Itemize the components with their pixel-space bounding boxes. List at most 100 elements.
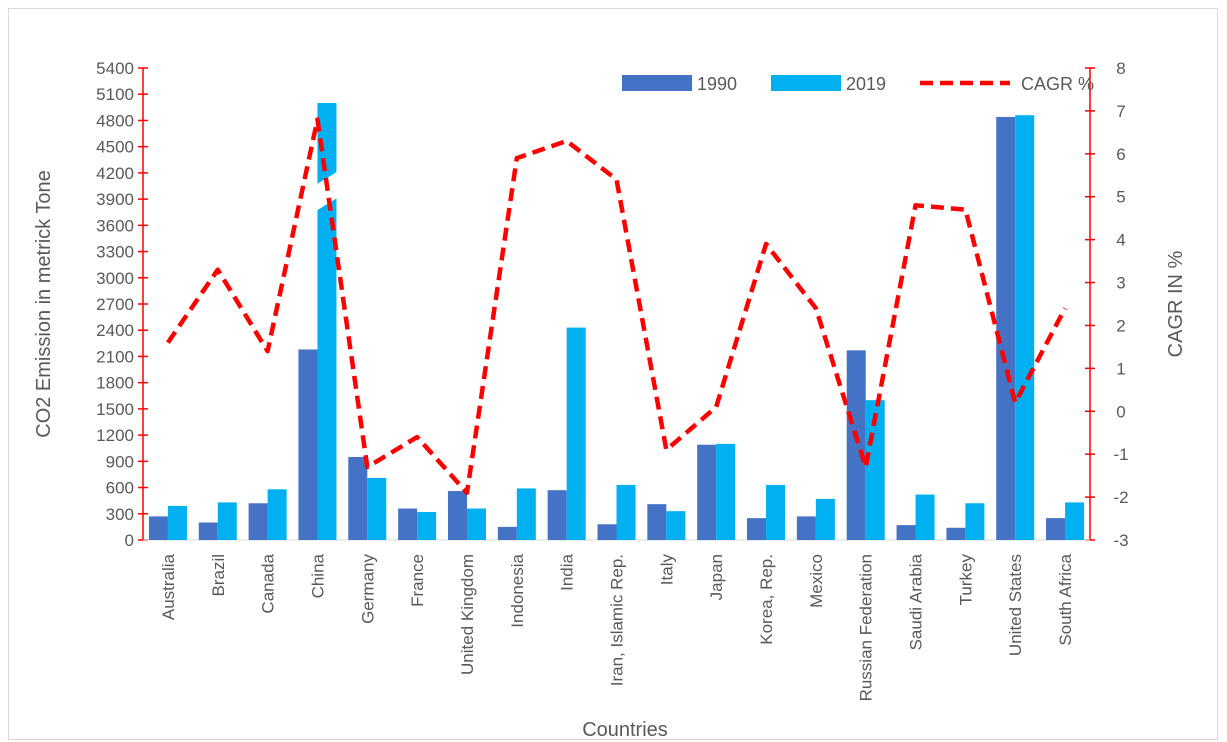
y2-tick-label: 7 xyxy=(1116,102,1125,121)
bar-2019-4 xyxy=(367,477,387,540)
bar-2019-3 xyxy=(317,102,337,541)
bar-1990-7 xyxy=(497,526,517,540)
y-tick-label: 5100 xyxy=(96,85,134,104)
y-tick-label: 3000 xyxy=(96,269,134,288)
y2-tick-label: 1 xyxy=(1116,359,1125,378)
x-tick-label: China xyxy=(308,553,327,598)
y-tick-label: 3900 xyxy=(96,190,134,209)
cagr-line-layer xyxy=(166,117,1068,496)
bar-1990-14 xyxy=(846,350,866,540)
y-tick-label: 4200 xyxy=(96,164,134,183)
bar-1990-5 xyxy=(398,508,418,540)
y2-tick-label: -2 xyxy=(1113,488,1128,507)
legend: 1990 2019 CAGR % xyxy=(600,72,1094,94)
axes-layer xyxy=(138,67,1095,541)
x-tick-label: France xyxy=(408,554,427,607)
x-tick-label: Italy xyxy=(657,554,676,586)
legend-label: 2019 xyxy=(846,74,886,94)
x-tick-label: India xyxy=(558,553,577,590)
y-axis-title: CO2 Emission in metrick Tone xyxy=(33,170,55,438)
y2-tick-label: 2 xyxy=(1116,316,1125,335)
bar-1990-0 xyxy=(148,516,168,540)
bar-2019-11 xyxy=(716,443,736,540)
y-tick-label: 600 xyxy=(106,479,134,498)
bar-2019-10 xyxy=(666,511,686,540)
y-tick-label: 1200 xyxy=(96,426,134,445)
x-tick-label: Saudi Arabia xyxy=(907,553,926,650)
bar-2019-0 xyxy=(167,505,187,540)
bar-1990-9 xyxy=(597,524,617,540)
bar-1990-17 xyxy=(996,116,1016,540)
axis-break-marker xyxy=(285,164,350,230)
y2-tick-label: 0 xyxy=(1116,402,1125,421)
x-tick-label: Turkey xyxy=(956,554,975,606)
x-tick-label: Brazil xyxy=(209,554,228,597)
bar-2019-8 xyxy=(566,327,586,540)
x-tick-label: Mexico xyxy=(807,554,826,608)
legend-label: 1990 xyxy=(697,74,737,94)
bar-1990-3 xyxy=(298,349,318,540)
y-tick-label: 2100 xyxy=(96,347,134,366)
bar-2019-18 xyxy=(1065,502,1085,540)
legend-swatch-1990 xyxy=(622,75,692,91)
y-tick-label: 3300 xyxy=(96,243,134,262)
y2-tick-label: 4 xyxy=(1116,231,1125,250)
x-axis-title: Countries xyxy=(582,719,668,741)
tick-labels-layer: 0300600900120015001800210024002700300033… xyxy=(96,59,1128,701)
y-tick-label: 900 xyxy=(106,452,134,471)
bar-1990-10 xyxy=(647,504,667,540)
bars-layer xyxy=(148,102,1085,541)
x-tick-label: Russian Federation xyxy=(857,554,876,701)
bar-1990-4 xyxy=(348,456,368,540)
y-tick-label: 2400 xyxy=(96,321,134,340)
y2-axis-title: CAGR IN % xyxy=(1165,250,1187,357)
bar-1990-15 xyxy=(896,525,916,540)
bar-2019-12 xyxy=(766,484,786,540)
y-tick-label: 4800 xyxy=(96,111,134,130)
bar-1990-13 xyxy=(796,516,816,540)
cagr-line xyxy=(166,117,1068,496)
x-tick-label: South Africa xyxy=(1056,553,1075,645)
bar-1990-8 xyxy=(547,490,567,540)
y2-tick-label: 8 xyxy=(1116,59,1125,78)
bar-1990-2 xyxy=(248,503,268,540)
x-tick-label: Indonesia xyxy=(508,553,527,627)
bar-1990-6 xyxy=(447,491,467,540)
legend-label: CAGR % xyxy=(1021,74,1094,94)
bar-1990-16 xyxy=(946,527,966,540)
y2-tick-label: -1 xyxy=(1113,445,1128,464)
legend-background xyxy=(600,72,1084,94)
x-tick-label: United States xyxy=(1006,554,1025,656)
y-tick-label: 0 xyxy=(125,531,134,550)
x-tick-label: Korea, Rep. xyxy=(757,554,776,645)
bar-1990-11 xyxy=(697,444,717,540)
x-tick-label: United Kingdom xyxy=(458,554,477,675)
bar-2019-16 xyxy=(965,503,985,540)
x-tick-label: Australia xyxy=(159,553,178,620)
bar-1990-12 xyxy=(747,518,767,540)
x-tick-label: Iran, Islamic Rep. xyxy=(608,554,627,686)
bar-2019-7 xyxy=(516,488,536,540)
bar-2019-13 xyxy=(815,498,835,540)
y-tick-label: 5400 xyxy=(96,59,134,78)
x-tick-label: Canada xyxy=(259,553,278,613)
y-tick-label: 1800 xyxy=(96,374,134,393)
bar-2019-5 xyxy=(417,512,437,540)
bar-2019-2 xyxy=(267,489,287,540)
x-tick-label: Japan xyxy=(707,554,726,600)
bar-2019-17 xyxy=(1015,115,1035,540)
y-tick-label: 4500 xyxy=(96,138,134,157)
bar-2019-15 xyxy=(915,494,935,540)
y-tick-label: 1500 xyxy=(96,400,134,419)
bar-1990-1 xyxy=(198,522,218,540)
y2-tick-label: -3 xyxy=(1113,531,1128,550)
x-tick-label: Germany xyxy=(358,554,377,624)
y-tick-label: 3600 xyxy=(96,216,134,235)
bar-2019-9 xyxy=(616,484,636,540)
y2-tick-label: 3 xyxy=(1116,274,1125,293)
bar-2019-6 xyxy=(466,508,486,540)
bar-2019-1 xyxy=(217,502,237,540)
y2-tick-label: 6 xyxy=(1116,145,1125,164)
y2-tick-label: 5 xyxy=(1116,188,1125,207)
